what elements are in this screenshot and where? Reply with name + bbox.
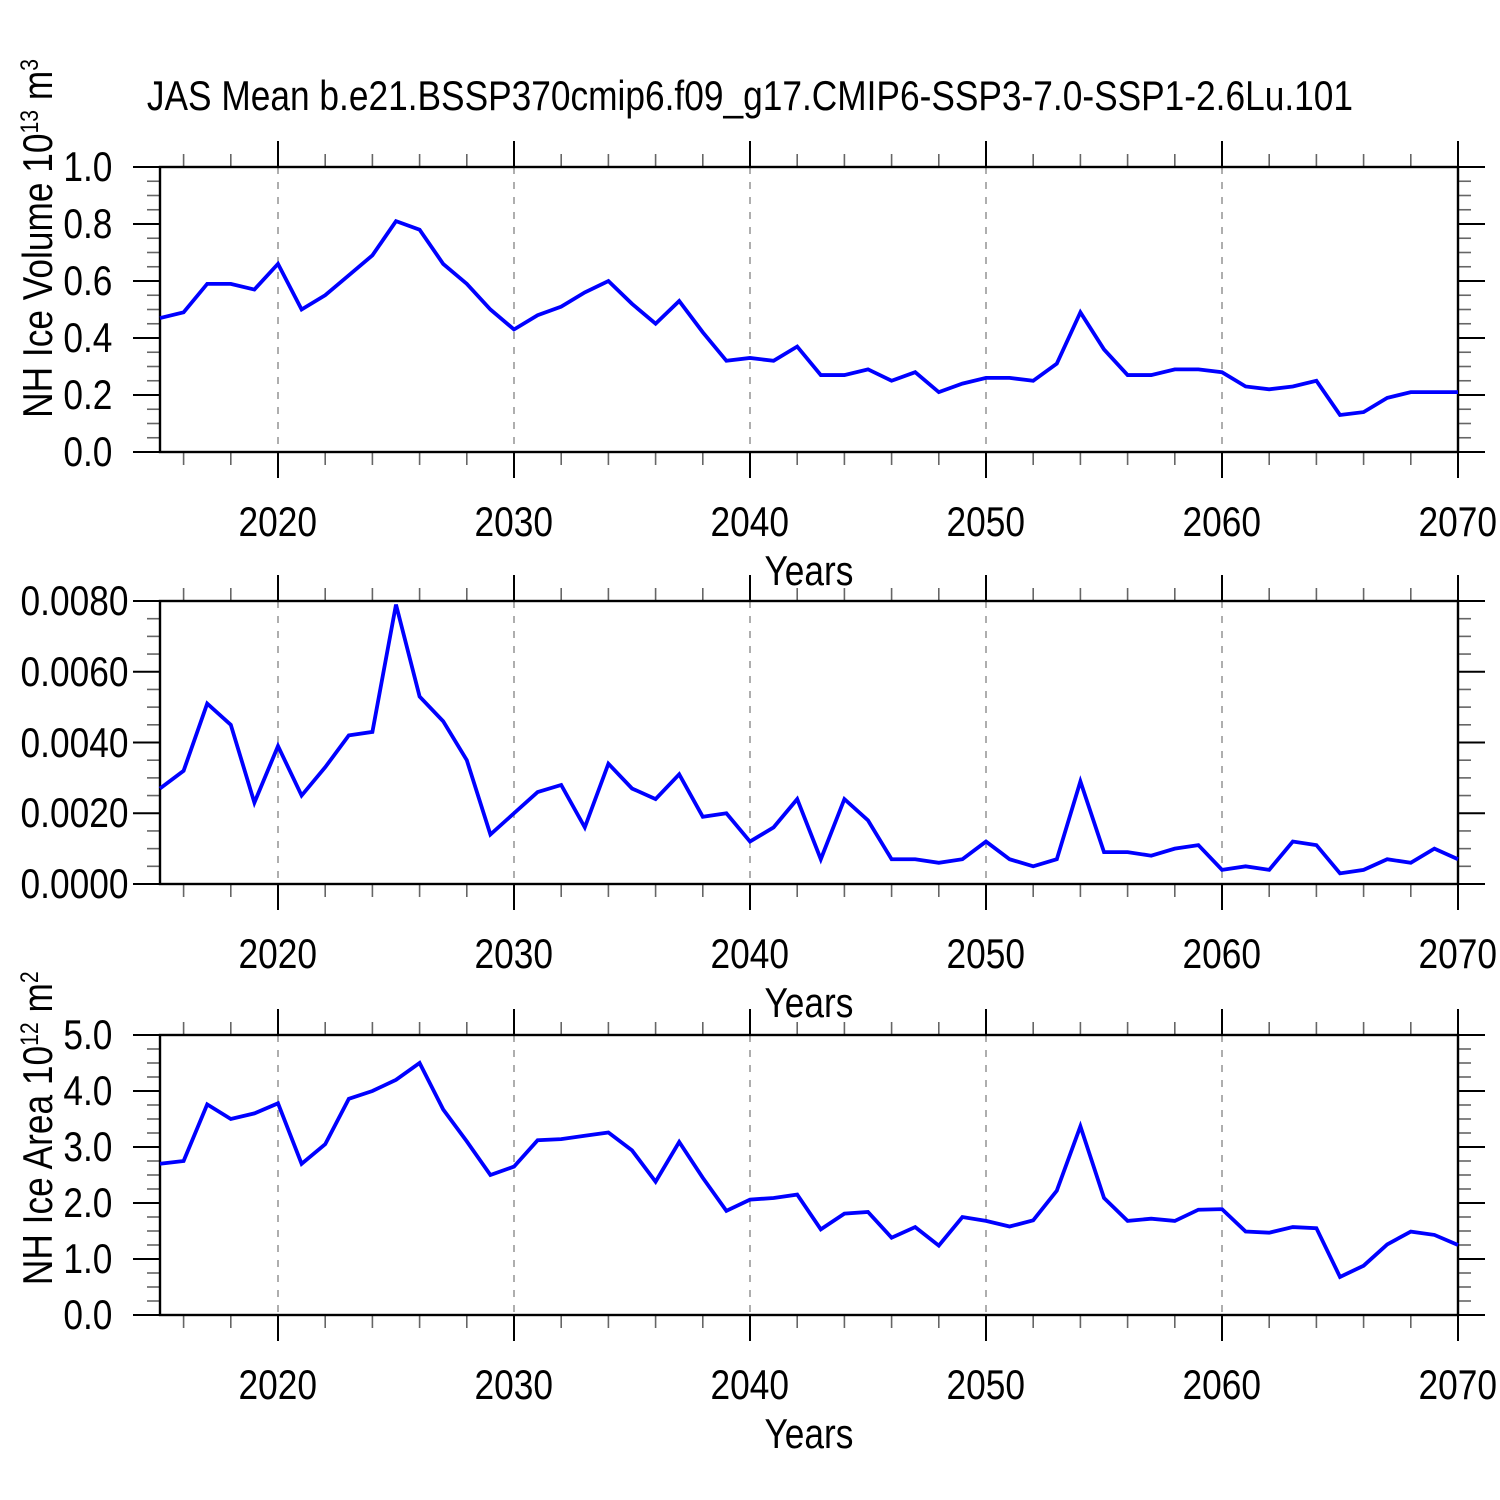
middle-series-plot xyxy=(133,575,1485,910)
y-tick-label: 0.4 xyxy=(62,314,112,361)
y-tick-label: 3.0 xyxy=(62,1123,112,1170)
y-tick-label: 0.6 xyxy=(62,257,112,304)
y-major-ticks xyxy=(133,600,1485,885)
x-tick-label: 2070 xyxy=(1418,930,1498,977)
y-tick-label: 0.2 xyxy=(62,371,112,418)
gridlines xyxy=(277,167,1223,452)
series-line xyxy=(158,604,1459,876)
x-tick-label: 2040 xyxy=(710,1361,790,1408)
x-minor-ticks xyxy=(182,154,1412,465)
x-tick-label: 2040 xyxy=(710,930,790,977)
y-tick-label: 1.0 xyxy=(62,1235,112,1282)
y-tick-label: 0.0 xyxy=(62,1291,112,1338)
ice-area-plot xyxy=(133,1009,1485,1341)
x-major-ticks xyxy=(277,575,1459,910)
x-tick-label: 2020 xyxy=(238,1361,318,1408)
x-axis-title: Years xyxy=(609,980,1009,1026)
x-tick-label: 2060 xyxy=(1182,930,1262,977)
y-tick-label: 0.0080 xyxy=(20,577,129,624)
x-tick-label: 2050 xyxy=(946,1361,1026,1408)
x-minor-ticks xyxy=(182,588,1412,897)
plot-frame xyxy=(158,1033,1460,1317)
y-tick-label: 0.0 xyxy=(62,428,112,475)
x-major-ticks xyxy=(277,1009,1459,1341)
y-tick-label: 1.0 xyxy=(62,143,112,190)
x-major-ticks xyxy=(277,141,1459,478)
x-tick-label: 2030 xyxy=(474,1361,554,1408)
x-tick-label: 2020 xyxy=(238,498,318,545)
x-tick-label: 2030 xyxy=(474,930,554,977)
x-tick-label: 2050 xyxy=(946,498,1026,545)
y-tick-label: 0.0000 xyxy=(20,860,129,907)
x-axis-title: Years xyxy=(609,1411,1009,1457)
x-axis-title-text: Years xyxy=(764,979,854,1026)
x-tick-label: 2070 xyxy=(1418,498,1498,545)
y-minor-ticks xyxy=(147,617,1471,868)
x-axis-title: Years xyxy=(609,548,1009,594)
y-tick-label: 0.0020 xyxy=(20,789,129,837)
y-minor-ticks xyxy=(147,180,1471,439)
y-major-ticks xyxy=(133,166,1485,453)
y-tick-label: 5.0 xyxy=(62,1011,112,1058)
y-major-ticks xyxy=(133,1034,1485,1316)
x-tick-label: 2020 xyxy=(238,930,318,977)
x-tick-label: 2050 xyxy=(946,930,1026,977)
x-tick-label: 2040 xyxy=(710,498,790,545)
series-line xyxy=(159,218,1458,417)
y-tick-label: 0.8 xyxy=(62,200,112,247)
figure-title-text: JAS Mean b.e21.BSSP370cmip6.f09_g17.CMIP… xyxy=(146,72,1354,119)
x-tick-label: 2070 xyxy=(1418,1361,1498,1408)
x-tick-label: 2030 xyxy=(474,498,554,545)
y-tick-label: 0.0040 xyxy=(20,718,129,766)
gridlines xyxy=(277,1035,1223,1315)
y-tick-label: 0.0060 xyxy=(20,647,129,695)
x-axis-title-text: Years xyxy=(764,547,854,594)
series-line xyxy=(159,1060,1459,1280)
y-tick-label: 2.0 xyxy=(62,1179,112,1226)
y-minor-ticks xyxy=(147,1048,1471,1302)
x-axis-title-text: Years xyxy=(764,1410,854,1457)
x-tick-label: 2060 xyxy=(1182,1361,1262,1408)
plot-frame xyxy=(158,165,1460,454)
y-tick-label: 4.0 xyxy=(62,1067,112,1114)
plot-frame xyxy=(158,599,1460,886)
x-tick-label: 2060 xyxy=(1182,498,1262,545)
x-minor-ticks xyxy=(182,1022,1412,1328)
figure-title: JAS Mean b.e21.BSSP370cmip6.f09_g17.CMIP… xyxy=(0,72,1500,120)
ice-volume-plot xyxy=(133,141,1485,478)
